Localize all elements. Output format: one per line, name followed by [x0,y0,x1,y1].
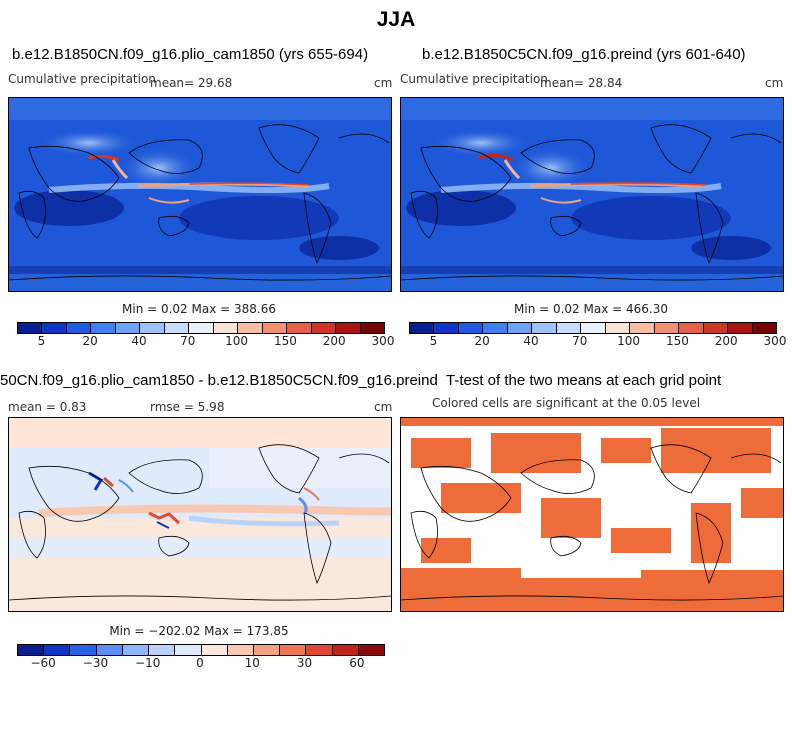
colorbar-swatch [336,323,361,333]
colorbar-tick-label: −60 [30,656,56,670]
panel-2-mean: mean= 28.84 [540,76,623,90]
colorbar-swatch [532,323,557,333]
colorbar-swatch [201,645,228,655]
panel-1-units: cm [374,76,393,90]
colorbar-tick-label: 5 [429,334,438,348]
colorbar-tick-label: 100 [225,334,249,348]
colorbar-swatch [96,645,123,655]
difference-map [9,418,391,611]
colorbar-swatch [306,645,333,655]
panel-2-map [400,97,784,292]
panel-3-units: cm [374,400,393,414]
colorbar-swatch [44,645,71,655]
panel-1-colorbar-ticks: 5 20 40 70 100 150 200 300 [17,334,395,350]
colorbar-tick-label: 30 [296,656,313,670]
colorbar-swatch [149,645,176,655]
colorbar-swatch [630,323,655,333]
colorbar-swatch [311,323,337,333]
colorbar-tick-label: −30 [82,656,109,670]
colorbar-tick-label: 20 [82,334,98,348]
panel-1-map [8,97,392,292]
colorbar-swatch [140,323,165,333]
colorbar-swatch [189,323,214,333]
panel-1-title: b.e12.B1850CN.f09_g16.plio_cam1850 (yrs … [12,46,369,63]
colorbar-swatch [410,323,435,333]
colorbar-swatch [164,323,190,333]
colorbar-swatch [238,323,263,333]
colorbar-swatch [91,323,116,333]
colorbar-swatch [703,323,729,333]
colorbar-swatch [70,645,97,655]
precip-map-preind [401,98,783,291]
panel-2-title: b.e12.B1850C5CN.f09_g16.preind (yrs 601-… [422,46,746,63]
colorbar-tick-label: 70 [180,334,196,348]
colorbar-swatch [18,323,43,333]
colorbar-swatch [332,645,359,655]
panel-3-colorbar-ticks: −60 −30 −10 0 10 30 60 [17,656,383,672]
colorbar-swatch [213,323,239,333]
colorbar-swatch [253,645,281,655]
colorbar-tick-label: 40 [131,334,147,348]
panel-4-subtitle: Colored cells are significant at the 0.0… [432,396,701,410]
panel-3-rmse: rmse = 5.98 [150,400,225,414]
colorbar-tick-label: 300 [371,334,395,348]
colorbar-tick-label: −10 [135,656,161,670]
panel-2-variable: Cumulative precipitation [400,72,548,86]
panel-1-minmax: Min = 0.02 Max = 388.66 [122,302,276,316]
colorbar-swatch [18,645,45,655]
colorbar-tick-label: 10 [244,656,260,670]
colorbar-swatch [42,323,67,333]
colorbar-swatch [507,323,533,333]
colorbar-swatch [175,645,202,655]
colorbar-swatch [360,323,385,333]
colorbar-swatch [752,323,777,333]
colorbar-tick-label: 150 [665,334,689,348]
colorbar-tick-label: 40 [523,334,539,348]
colorbar-swatch [458,323,484,333]
panel-3-map [8,417,392,612]
panel-1-mean: mean= 29.68 [150,76,233,90]
colorbar-swatch [654,323,680,333]
colorbar-swatch [122,645,150,655]
colorbar-swatch [227,645,254,655]
colorbar-swatch [728,323,753,333]
colorbar-swatch [262,323,288,333]
panel-2-colorbar [409,322,777,334]
colorbar-tick-label: 200 [714,334,738,348]
panel-4-map [400,417,784,612]
colorbar-tick-label: 5 [37,334,46,348]
colorbar-swatch [358,645,385,655]
colorbar-swatch [115,323,141,333]
panel-3-mean: mean = 0.83 [8,400,87,414]
figure-title: JJA [376,8,416,31]
colorbar-tick-label: 70 [572,334,588,348]
panel-2-colorbar-ticks: 5 20 40 70 100 150 200 300 [409,334,787,350]
panel-4-title: T-test of the two means at each grid poi… [446,372,722,389]
colorbar-tick-label: 100 [617,334,641,348]
colorbar-swatch [679,323,704,333]
panel-2-minmax: Min = 0.02 Max = 466.30 [514,302,668,316]
panel-3-minmax: Min = −202.02 Max = 173.85 [109,624,289,638]
panel-1-variable: Cumulative precipitation [8,72,156,86]
panel-3-title: 50CN.f09_g16.plio_cam1850 - b.e12.B1850C… [0,372,438,389]
colorbar-swatch [605,323,631,333]
colorbar-tick-label: 150 [273,334,297,348]
panel-3-colorbar [17,644,385,656]
colorbar-swatch [483,323,508,333]
colorbar-swatch [556,323,582,333]
colorbar-swatch [434,323,459,333]
colorbar-swatch [66,323,92,333]
colorbar-swatch [280,645,307,655]
colorbar-swatch [287,323,312,333]
precip-map-plio [9,98,391,291]
colorbar-tick-label: 60 [349,656,365,670]
panel-1-colorbar [17,322,385,334]
panel-2-units: cm [765,76,784,90]
colorbar-swatch [581,323,606,333]
significance-map [401,418,783,611]
colorbar-tick-label: 300 [763,334,787,348]
colorbar-tick-label: 0 [196,656,204,670]
colorbar-tick-label: 20 [474,334,490,348]
colorbar-tick-label: 200 [322,334,346,348]
